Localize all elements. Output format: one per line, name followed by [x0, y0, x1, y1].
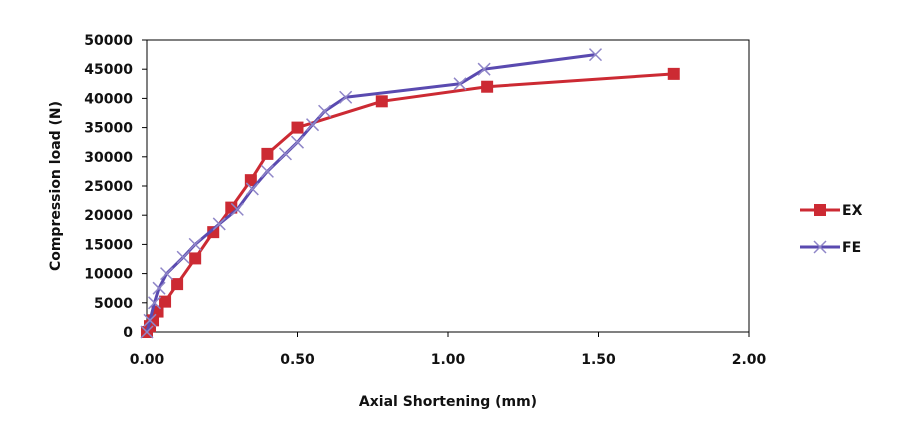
y-tick-label: 0: [123, 325, 133, 341]
legend-label: FE: [842, 240, 861, 256]
data-point: [244, 174, 257, 187]
x-tick-label: 0.00: [130, 352, 165, 368]
data-point: [159, 295, 172, 308]
x-axis-title: Axial Shortening (mm): [359, 394, 537, 410]
data-point: [278, 147, 292, 161]
data-point: [230, 202, 244, 216]
data-point: [261, 147, 274, 160]
series-fe: [140, 48, 603, 339]
y-tick-label: 20000: [84, 208, 133, 224]
data-point: [188, 237, 202, 251]
data-point: [291, 121, 304, 134]
y-tick-label: 35000: [84, 121, 133, 137]
x-axis-ticks: 0.00 0.50 1.00 1.50 2.00: [130, 332, 767, 368]
legend-swatch-marker: [813, 240, 827, 254]
y-tick-label: 50000: [84, 33, 133, 49]
data-point: [339, 90, 353, 104]
data-point: [318, 104, 332, 118]
data-point: [306, 118, 320, 132]
x-tick-label: 0.50: [280, 352, 315, 368]
data-point: [152, 281, 166, 295]
y-tick-label: 15000: [84, 237, 133, 253]
data-point: [160, 267, 174, 281]
data-point: [260, 164, 274, 178]
data-point: [189, 252, 202, 265]
data-point: [667, 67, 680, 80]
data-point: [290, 135, 305, 149]
data-point: [453, 77, 467, 91]
data-point: [481, 80, 494, 93]
data-point: [143, 313, 157, 327]
legend-swatch-marker: [814, 204, 826, 216]
y-tick-label: 25000: [84, 179, 133, 195]
data-point: [171, 278, 184, 291]
y-tick-label: 45000: [84, 62, 133, 78]
data-point: [245, 182, 259, 196]
x-tick-label: 2.00: [732, 352, 767, 368]
data-point: [477, 62, 491, 76]
x-tick-label: 1.50: [581, 352, 616, 368]
y-tick-label: 40000: [84, 91, 133, 107]
data-point: [212, 217, 226, 231]
x-tick-label: 1.00: [431, 352, 466, 368]
series-layer: [140, 48, 680, 339]
y-tick-label: 30000: [84, 150, 133, 166]
legend-item-fe: FE: [800, 240, 861, 256]
y-axis-ticks: 0 5000 10000 15000 20000 25000 30000 35000 40000…: [84, 33, 147, 341]
y-tick-label: 5000: [94, 296, 133, 312]
y-tick-label: 10000: [84, 267, 133, 283]
data-point: [147, 296, 162, 310]
data-point: [375, 95, 388, 108]
y-axis-title: Compression load (N): [48, 101, 64, 271]
data-point: [176, 250, 190, 264]
legend-item-ex: EX: [800, 203, 863, 219]
data-point: [140, 325, 154, 339]
legend: EX FE: [800, 203, 863, 256]
legend-label: EX: [842, 203, 863, 219]
data-point: [588, 48, 603, 62]
data-point: [207, 226, 220, 239]
